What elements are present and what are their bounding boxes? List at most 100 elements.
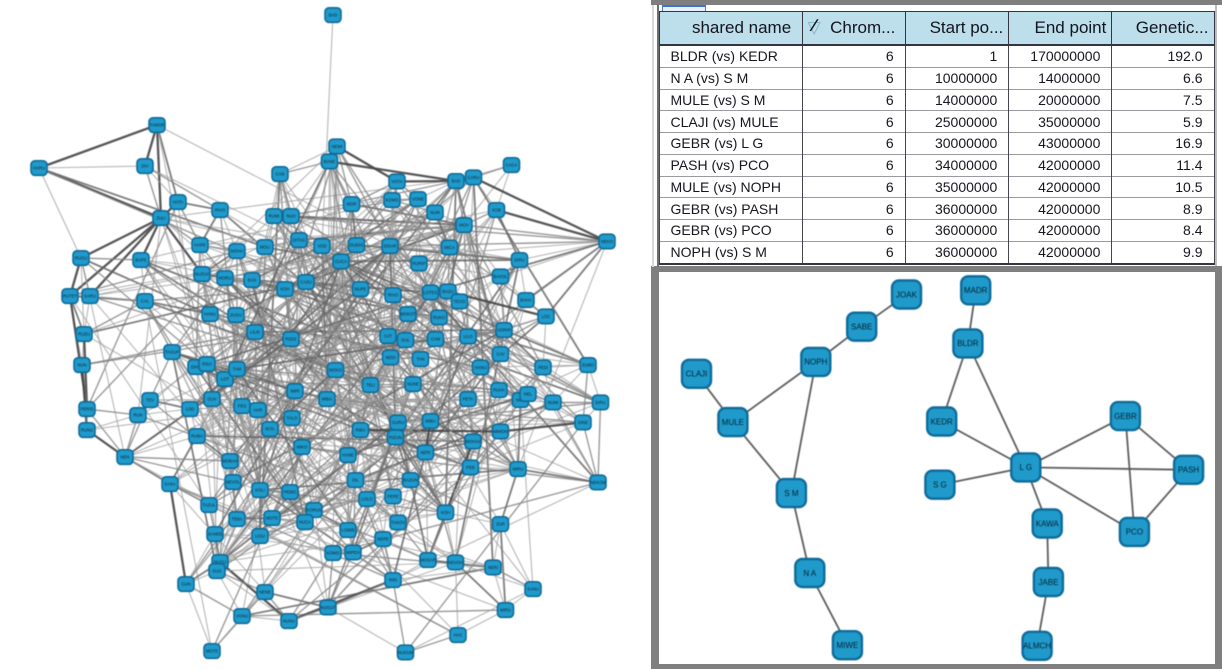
svg-text:MOR: MOR [347, 202, 357, 207]
svg-text:NEKO: NEKO [601, 239, 614, 244]
svg-text:PES: PES [238, 404, 247, 409]
svg-text:KORUS: KORUS [307, 508, 322, 513]
svg-text:PCO: PCO [1126, 528, 1143, 537]
svg-text:KOB: KOB [492, 208, 501, 213]
svg-text:GEBR: GEBR [1114, 412, 1137, 421]
svg-text:RIRI: RIRI [389, 578, 397, 583]
svg-text:MIRU: MIRU [513, 467, 524, 472]
svg-text:TEBA: TEBA [232, 517, 243, 522]
svg-text:KOLI: KOLI [255, 488, 265, 493]
svg-text:RUBA: RUBA [191, 434, 203, 439]
svg-text:DINE: DINE [578, 420, 588, 425]
svg-text:JOAK: JOAK [896, 290, 918, 299]
svg-text:KAWA: KAWA [1036, 519, 1060, 528]
svg-text:CLAJI: CLAJI [686, 370, 708, 379]
svg-text:LOT: LOT [221, 377, 230, 382]
svg-text:NOPH: NOPH [804, 358, 827, 367]
svg-text:VONU: VONU [236, 614, 248, 619]
svg-text:MIMON: MIMON [493, 429, 507, 434]
svg-text:MOBAH: MOBAH [222, 459, 237, 464]
svg-text:MIRI: MIRI [291, 389, 300, 394]
svg-text:NUGUT: NUGUT [321, 605, 336, 610]
svg-text:NUPE: NUPE [355, 287, 367, 292]
svg-text:VOTA: VOTA [391, 179, 402, 184]
svg-text:NUNE: NUNE [407, 382, 419, 387]
svg-text:GUDIG: GUDIG [350, 243, 364, 248]
svg-text:MIKO: MIKO [297, 445, 308, 450]
svg-text:BLDR: BLDR [957, 339, 979, 348]
svg-text:LIGU: LIGU [255, 534, 265, 539]
svg-text:RUKO: RUKO [433, 315, 446, 320]
svg-text:RITA: RITA [265, 427, 274, 432]
svg-text:GUV: GUV [207, 397, 216, 402]
svg-text:NUM: NUM [430, 210, 440, 215]
svg-text:HANU: HANU [475, 365, 487, 370]
svg-text:BAZUN: BAZUN [403, 478, 417, 483]
svg-text:L G: L G [1019, 463, 1032, 472]
svg-text:NUNU: NUNU [283, 619, 295, 624]
svg-text:RUTET: RUTET [63, 294, 77, 299]
svg-text:LILIK: LILIK [250, 330, 260, 335]
svg-text:TAKOV: TAKOV [391, 520, 405, 525]
svg-text:JABE: JABE [1038, 578, 1058, 587]
svg-text:N A: N A [803, 569, 817, 578]
svg-text:BAHA: BAHA [520, 298, 532, 303]
svg-text:RUZU: RUZU [78, 332, 90, 337]
svg-text:MOKO: MOKO [329, 368, 343, 373]
svg-text:PERIS: PERIS [81, 407, 94, 412]
svg-text:TAN: TAN [416, 357, 424, 362]
svg-text:NUN: NUN [77, 363, 86, 368]
svg-text:SABE: SABE [851, 323, 872, 332]
svg-text:NUZUV: NUZUV [195, 272, 210, 277]
svg-text:S M: S M [784, 489, 799, 498]
svg-text:NUH: NUH [286, 214, 295, 219]
svg-text:LOTEG: LOTEG [423, 290, 437, 295]
svg-text:NEN: NEN [121, 455, 130, 460]
svg-text:LOMIB: LOMIB [341, 528, 354, 533]
svg-text:PEMO: PEMO [284, 490, 297, 495]
svg-text:DISAR: DISAR [384, 244, 397, 249]
svg-text:ZUR: ZUR [496, 522, 505, 527]
svg-text:NEKOM: NEKOM [590, 480, 606, 485]
svg-text:CAN: CAN [276, 172, 285, 177]
svg-text:NEVOL: NEVOL [226, 480, 241, 485]
svg-text:MOTE: MOTE [206, 649, 218, 654]
svg-text:MIBA: MIBA [425, 419, 435, 424]
svg-text:MOHAV: MOHAV [465, 439, 480, 444]
svg-text:TAGUP: TAGUP [165, 350, 179, 355]
svg-text:PEB: PEB [466, 465, 475, 470]
svg-text:MOV: MOV [459, 223, 469, 228]
svg-text:BAD: BAD [329, 13, 338, 18]
svg-text:BANE: BANE [324, 159, 336, 164]
svg-text:GURU: GURU [392, 420, 404, 425]
svg-text:ZUGU: ZUGU [230, 313, 242, 318]
svg-text:HAC: HAC [454, 633, 463, 638]
svg-text:MIPEH: MIPEH [346, 550, 359, 555]
svg-text:MIWE: MIWE [837, 641, 859, 650]
svg-text:NUGUM: NUGUM [398, 650, 414, 655]
svg-text:CAV: CAV [496, 352, 505, 357]
svg-text:RIVO: RIVO [215, 208, 226, 213]
svg-text:CARU: CARU [468, 175, 480, 180]
svg-text:BAVOL: BAVOL [494, 274, 508, 279]
svg-text:NUCA: NUCA [299, 520, 311, 525]
svg-text:RIZUN: RIZUN [389, 435, 402, 440]
svg-text:TEV: TEV [146, 398, 154, 403]
svg-text:CAM: CAM [431, 337, 441, 342]
svg-text:LILO: LILO [463, 334, 473, 339]
svg-text:MORU: MORU [219, 276, 232, 281]
svg-text:LOLO: LOLO [361, 497, 373, 502]
svg-text:VOD: VOD [317, 244, 326, 249]
svg-text:ZULI: ZULI [156, 216, 165, 221]
svg-text:NERI: NERI [488, 565, 498, 570]
svg-text:HANE: HANE [342, 453, 354, 458]
svg-text:HATA: HATA [173, 200, 184, 205]
svg-text:DIV: DIV [142, 164, 149, 169]
svg-text:KOH: KOH [280, 287, 289, 292]
svg-text:KOMO: KOMO [327, 551, 341, 556]
svg-text:HANU: HANU [204, 312, 216, 317]
svg-text:NEDI: NEDI [385, 355, 395, 360]
svg-text:PEPE: PEPE [387, 494, 398, 499]
svg-text:DIHA: DIHA [191, 365, 201, 370]
svg-text:CACA: CACA [506, 163, 518, 168]
